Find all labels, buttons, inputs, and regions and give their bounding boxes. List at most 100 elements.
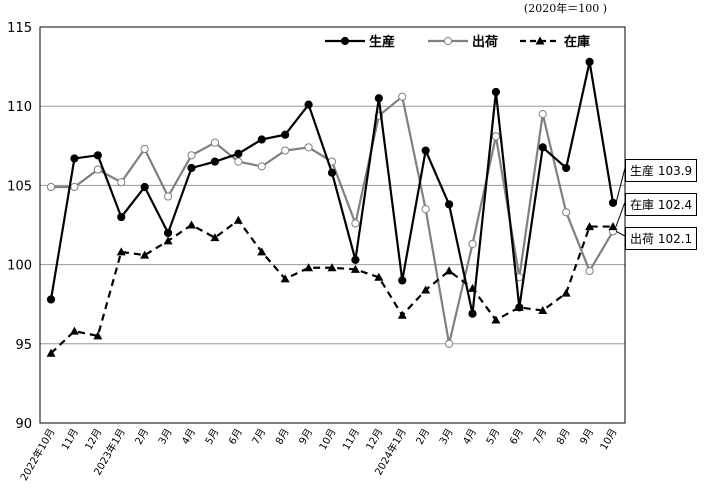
callout-leader-line xyxy=(615,230,626,237)
data-point xyxy=(210,138,220,147)
legend-marker xyxy=(340,36,350,46)
data-point xyxy=(257,162,266,171)
x-tick-label: 2022年10月 xyxy=(17,426,57,483)
x-tick-label: 10月 xyxy=(317,427,339,453)
callout-leader-line xyxy=(615,167,626,203)
data-point xyxy=(281,146,290,155)
legend-label: 出荷 xyxy=(472,34,498,50)
x-tick-label: 11月 xyxy=(59,427,81,453)
data-point xyxy=(608,222,618,231)
legend-label: 生産 xyxy=(369,34,395,50)
data-point xyxy=(70,154,79,163)
callout-shipments: 出荷 102.1 xyxy=(625,227,698,250)
data-point xyxy=(444,339,454,348)
data-point xyxy=(69,326,79,335)
y-tick-label: 90 xyxy=(15,417,32,432)
x-tick-label: 7月 xyxy=(250,427,269,447)
data-point xyxy=(608,198,618,207)
data-point xyxy=(585,57,594,66)
x-tick-label: 5月 xyxy=(203,427,222,447)
data-point xyxy=(140,182,149,192)
data-point xyxy=(210,157,220,166)
data-point xyxy=(233,215,243,224)
y-tick-label: 110 xyxy=(7,100,32,115)
data-point xyxy=(538,110,547,119)
callout-inventory: 在庫 102.4 xyxy=(625,193,698,216)
data-point xyxy=(140,250,150,259)
x-tick-label: 9月 xyxy=(297,427,316,447)
data-point xyxy=(515,303,524,312)
data-point xyxy=(163,228,173,238)
data-point xyxy=(93,331,103,340)
x-tick-label: 10月 xyxy=(598,427,620,453)
data-point xyxy=(491,87,501,97)
callout-leader-line xyxy=(615,201,626,227)
data-point xyxy=(561,288,571,297)
data-point xyxy=(304,100,313,109)
data-point xyxy=(304,143,313,152)
data-point xyxy=(187,151,196,160)
x-tick-label: 12月 xyxy=(364,427,386,453)
data-point xyxy=(398,92,407,101)
callout-production: 生産 103.9 xyxy=(625,159,698,182)
data-point xyxy=(280,274,290,283)
data-point xyxy=(117,178,126,187)
x-tick-label: 11月 xyxy=(340,427,362,453)
data-point xyxy=(351,219,360,228)
y-tick-label: 105 xyxy=(7,179,32,194)
y-tick-label: 95 xyxy=(15,338,32,353)
data-point xyxy=(562,208,571,217)
data-point xyxy=(46,295,56,304)
x-tick-label: 8月 xyxy=(554,427,573,447)
series-line-生産 xyxy=(49,61,615,314)
data-point xyxy=(468,239,477,249)
data-point xyxy=(421,146,430,155)
data-point xyxy=(491,315,501,324)
data-point xyxy=(374,272,384,281)
x-tick-label: 7月 xyxy=(531,427,550,447)
x-tick-label: 4月 xyxy=(461,427,480,447)
x-tick-label: 6月 xyxy=(226,427,245,447)
data-point xyxy=(210,233,220,242)
data-point xyxy=(70,182,79,192)
legend-label: 在庫 xyxy=(564,34,590,50)
data-point xyxy=(257,247,267,256)
series-line-出荷 xyxy=(51,94,614,345)
x-tick-label: 4月 xyxy=(180,427,199,447)
data-point xyxy=(444,266,454,275)
data-point xyxy=(93,151,102,160)
data-point xyxy=(421,285,431,294)
data-point xyxy=(116,247,126,256)
x-tick-label: 6月 xyxy=(507,427,526,447)
data-point xyxy=(46,182,56,192)
data-point xyxy=(351,255,360,264)
data-point xyxy=(187,163,196,173)
data-point xyxy=(140,144,149,154)
x-tick-label: 12月 xyxy=(83,427,105,453)
data-point xyxy=(562,163,571,173)
unit-note: (2020年＝100 ) xyxy=(523,2,607,15)
data-point xyxy=(93,165,102,174)
data-point xyxy=(163,192,173,201)
data-point xyxy=(444,200,454,209)
x-tick-label: 8月 xyxy=(273,427,292,447)
data-point xyxy=(281,130,290,139)
data-point xyxy=(585,266,594,276)
data-point xyxy=(350,264,360,273)
data-point xyxy=(585,222,595,231)
legend-marker xyxy=(443,36,453,46)
data-point xyxy=(117,212,126,222)
data-point xyxy=(163,236,173,245)
data-point xyxy=(374,94,383,103)
data-point xyxy=(187,220,196,229)
data-point xyxy=(304,263,314,272)
data-point xyxy=(538,306,548,315)
x-tick-label: 3月 xyxy=(437,427,456,447)
data-point xyxy=(327,263,337,272)
x-tick-label: 2月 xyxy=(133,427,152,447)
data-point xyxy=(234,157,243,166)
y-tick-label: 100 xyxy=(7,259,32,274)
x-tick-label: 5月 xyxy=(484,426,503,446)
data-point xyxy=(257,135,266,144)
